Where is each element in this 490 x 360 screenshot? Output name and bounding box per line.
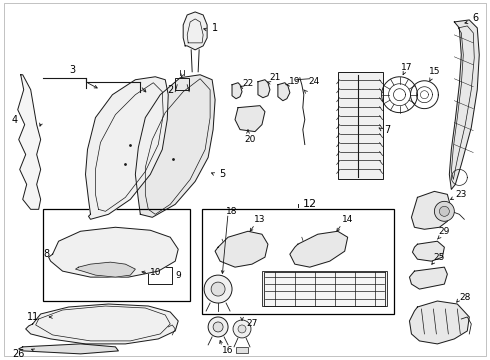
Text: 13: 13 xyxy=(254,215,266,224)
Polygon shape xyxy=(413,241,444,261)
Text: 28: 28 xyxy=(460,293,471,302)
Text: 2: 2 xyxy=(167,85,173,95)
Bar xyxy=(202,209,393,314)
Text: 3: 3 xyxy=(70,65,75,75)
Text: 11: 11 xyxy=(26,312,39,322)
Bar xyxy=(262,271,387,306)
Polygon shape xyxy=(232,83,242,99)
Bar xyxy=(236,347,248,353)
Text: 20: 20 xyxy=(245,135,256,144)
Bar xyxy=(43,209,190,301)
Text: 23: 23 xyxy=(456,190,467,199)
Text: 24: 24 xyxy=(308,77,319,86)
Polygon shape xyxy=(449,20,479,189)
Circle shape xyxy=(435,201,454,221)
Polygon shape xyxy=(258,80,270,98)
Text: 15: 15 xyxy=(429,67,440,76)
Circle shape xyxy=(208,317,228,337)
Circle shape xyxy=(211,282,225,296)
Polygon shape xyxy=(86,77,168,219)
Text: 7: 7 xyxy=(385,125,391,135)
Text: 26: 26 xyxy=(13,349,25,359)
Polygon shape xyxy=(410,301,469,344)
Text: 22: 22 xyxy=(243,79,254,88)
Text: 19: 19 xyxy=(289,77,300,86)
Text: 21: 21 xyxy=(269,73,281,82)
Circle shape xyxy=(238,325,246,333)
Text: 27: 27 xyxy=(246,319,258,328)
Text: 5: 5 xyxy=(219,170,225,179)
Text: 8: 8 xyxy=(44,249,49,259)
Text: 6: 6 xyxy=(472,13,478,23)
Polygon shape xyxy=(18,75,41,209)
Polygon shape xyxy=(19,344,119,354)
Text: 29: 29 xyxy=(439,227,450,236)
Polygon shape xyxy=(410,267,447,289)
Text: 14: 14 xyxy=(342,215,353,224)
Circle shape xyxy=(204,275,232,303)
Text: 25: 25 xyxy=(434,253,445,262)
Polygon shape xyxy=(290,231,348,267)
Polygon shape xyxy=(75,262,135,277)
Polygon shape xyxy=(215,231,268,267)
Text: 18: 18 xyxy=(226,207,238,216)
Circle shape xyxy=(213,322,223,332)
Text: 17: 17 xyxy=(401,63,412,72)
Polygon shape xyxy=(235,106,265,131)
Polygon shape xyxy=(278,83,290,101)
Circle shape xyxy=(233,320,251,338)
Circle shape xyxy=(440,206,449,216)
Polygon shape xyxy=(135,75,215,217)
Bar xyxy=(175,78,189,90)
Text: 9: 9 xyxy=(175,271,181,280)
Polygon shape xyxy=(25,304,178,344)
Polygon shape xyxy=(183,12,207,50)
Text: 10: 10 xyxy=(149,267,161,276)
Polygon shape xyxy=(49,227,178,277)
Polygon shape xyxy=(412,192,451,229)
Text: 4: 4 xyxy=(12,114,18,125)
Text: 1: 1 xyxy=(212,23,218,33)
Text: 16: 16 xyxy=(222,346,234,355)
Text: 12: 12 xyxy=(303,199,317,210)
Bar xyxy=(338,72,383,179)
